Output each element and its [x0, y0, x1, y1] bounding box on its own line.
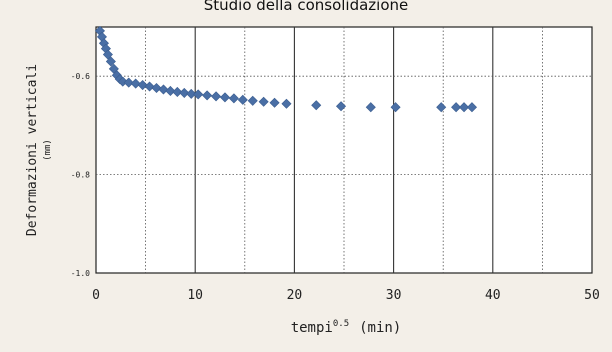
data-point [193, 89, 204, 100]
data-point [186, 88, 197, 99]
data-point [258, 96, 269, 107]
data-point [311, 100, 322, 111]
data-point [335, 101, 347, 112]
data-point [281, 98, 292, 109]
data-point [436, 102, 447, 113]
data-point [247, 95, 258, 106]
x-tick-label: 40 [485, 288, 501, 303]
data-point [165, 85, 176, 96]
data-point [137, 80, 148, 91]
data-point [211, 91, 222, 102]
data-point [105, 56, 116, 67]
y-tick-label: -0.8 [71, 171, 90, 180]
grid-lines [96, 27, 592, 273]
data-point [466, 102, 477, 113]
x-tick-label: 0 [92, 288, 100, 303]
x-axis-unit: (min) [359, 320, 401, 336]
data-point [269, 97, 280, 108]
x-tick-label: 10 [187, 288, 203, 303]
chart-title: Studio della consolidazione [204, 0, 409, 14]
data-point [179, 87, 190, 98]
data-point [202, 90, 213, 101]
data-point [123, 77, 134, 88]
y-axis-unit: (mm) [43, 139, 53, 161]
data-point [151, 82, 162, 94]
x-tick-label: 50 [584, 288, 600, 303]
y-tick-label: -1.0 [71, 269, 90, 278]
data-point [219, 92, 230, 103]
x-tick-label: 30 [386, 288, 402, 303]
y-axis-label: Deformazioni verticali [25, 64, 40, 236]
tick-labels: 0 10 20 30 40 50 -0.6 -0.8 -1.0 [71, 72, 600, 303]
data-point [102, 49, 113, 60]
data-point [228, 93, 239, 104]
data-point [117, 76, 128, 87]
x-axis-label: tempi [291, 320, 333, 336]
x-tick-label: 20 [287, 288, 303, 303]
data-point [172, 86, 183, 97]
data-point [451, 102, 462, 113]
data-points [94, 25, 477, 113]
x-axis-superscript: 0.5 [333, 319, 349, 329]
data-point [130, 78, 141, 89]
data-point [144, 81, 155, 92]
data-point [237, 94, 248, 105]
data-point [390, 102, 401, 113]
data-point [158, 84, 169, 95]
x-axis-title: tempi0.5 (min) [291, 319, 402, 336]
y-tick-label: -0.6 [71, 72, 90, 81]
y-axis-title: Deformazioni verticali (mm) [25, 64, 53, 236]
data-point [459, 102, 470, 113]
data-point [365, 102, 376, 113]
